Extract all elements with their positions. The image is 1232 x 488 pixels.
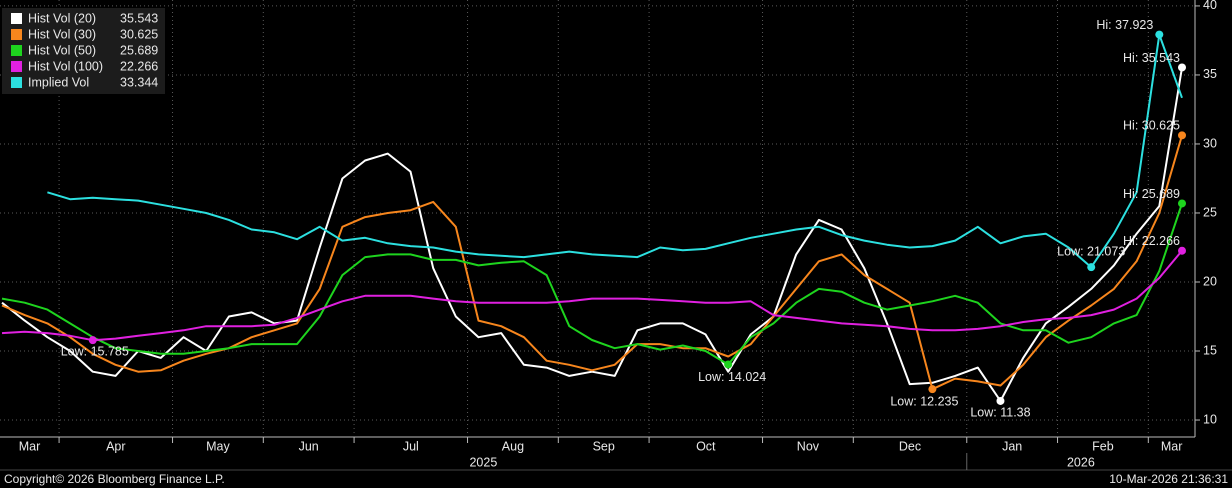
hi-label: Hi: 25.689 <box>1123 187 1180 201</box>
x-tick-label: May <box>206 439 230 453</box>
legend-name: Hist Vol (100) <box>28 59 103 73</box>
x-tick-label: Oct <box>696 439 716 453</box>
y-tick-label: 40 <box>1203 0 1217 12</box>
low-marker <box>996 396 1005 405</box>
low-label: Low: 21.073 <box>1057 244 1125 258</box>
low-label: Low: 15.785 <box>61 344 129 358</box>
legend-value: 35.543 <box>120 11 158 25</box>
legend-swatch <box>11 29 22 40</box>
hi-marker <box>1178 63 1186 72</box>
low-marker <box>928 385 937 394</box>
hi-label: Hi: 35.543 <box>1123 51 1180 65</box>
legend-name: Hist Vol (20) <box>28 11 96 25</box>
legend-name: Implied Vol <box>28 75 89 89</box>
hi-label: Hi: 37.923 <box>1096 18 1153 32</box>
legend: Hist Vol (20) 35.543 Hist Vol (30) 30.625 Hi… <box>2 8 165 94</box>
legend-name: Hist Vol (50) <box>28 43 96 57</box>
x-tick-label: Aug <box>502 439 524 453</box>
timestamp: 10-Mar-2026 21:36:31 <box>1109 472 1228 486</box>
low-label: Low: 14.024 <box>698 370 766 384</box>
y-tick-label: 10 <box>1203 412 1217 426</box>
x-tick-label: Nov <box>797 439 820 453</box>
legend-box <box>2 8 165 94</box>
legend-swatch <box>11 77 22 88</box>
series-line <box>47 33 1183 269</box>
x-tick-label: Mar <box>1161 439 1183 453</box>
legend-name: Hist Vol (30) <box>28 27 96 41</box>
y-tick-label: 25 <box>1203 205 1217 219</box>
y-tick-label: 30 <box>1203 136 1217 150</box>
hi-marker <box>1155 30 1164 39</box>
y-tick-label: 20 <box>1203 274 1217 288</box>
hi-marker <box>1178 246 1186 255</box>
x-tick-label: Sep <box>593 439 615 453</box>
hi-label: Hi: 22.266 <box>1123 234 1180 248</box>
low-label: Low: 11.38 <box>970 405 1030 419</box>
series-line <box>1 203 1183 366</box>
low-marker <box>1087 263 1096 272</box>
low-label: Low: 12.235 <box>890 394 958 408</box>
year-label: 2025 <box>469 455 497 469</box>
series-line <box>1 67 1183 402</box>
copyright: Copyright© 2026 Bloomberg Finance L.P. <box>4 472 225 486</box>
x-tick-label: Feb <box>1092 439 1114 453</box>
series-line <box>1 250 1183 342</box>
series-line <box>1 135 1183 391</box>
x-tick-label: Jun <box>299 439 319 453</box>
x-tick-label: Apr <box>106 439 125 453</box>
y-tick-label: 15 <box>1203 343 1217 357</box>
hi-marker <box>1178 131 1186 140</box>
year-label: 2026 <box>1067 455 1095 469</box>
low-marker <box>88 336 97 345</box>
legend-swatch <box>11 13 22 24</box>
x-tick-label: Jan <box>1002 439 1022 453</box>
x-tick-label: Dec <box>899 439 921 453</box>
legend-value: 30.625 <box>120 27 158 41</box>
legend-value: 25.689 <box>120 43 158 57</box>
legend-swatch <box>11 45 22 56</box>
hi-marker <box>1178 199 1186 208</box>
hi-label: Hi: 30.625 <box>1123 119 1180 133</box>
low-marker <box>724 360 733 369</box>
legend-value: 33.344 <box>120 75 158 89</box>
y-tick-label: 35 <box>1203 67 1217 81</box>
x-tick-label: Jul <box>403 439 419 453</box>
legend-value: 22.266 <box>120 59 158 73</box>
legend-swatch <box>11 61 22 72</box>
x-tick-label: Mar <box>19 439 41 453</box>
